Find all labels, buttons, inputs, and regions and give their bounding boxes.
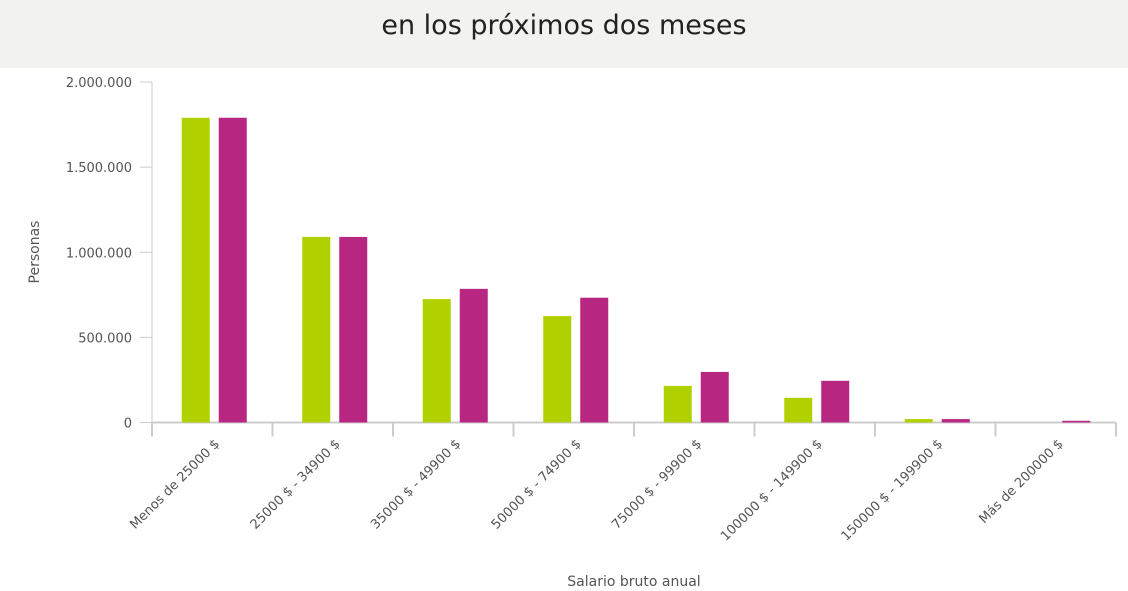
x-tick-label: 150000 $ - 199900 $	[839, 437, 946, 544]
y-tick-label: 1.500.000	[66, 161, 132, 176]
y-tick-label: 500.000	[78, 331, 132, 346]
bar-series-2	[941, 419, 970, 423]
y-tick-label: 0	[124, 417, 132, 432]
x-tick-label: Más de 200000 $	[976, 437, 1066, 527]
x-axis: Menos de 25000 $ 25000 $ - 34900 $35000 $…	[127, 421, 1117, 544]
bar-series-1	[422, 299, 451, 423]
bar-series-1	[904, 419, 933, 423]
x-tick-label: 100000 $ - 149900 $	[718, 437, 825, 544]
y-tick-label: 1.000.000	[66, 246, 132, 261]
bar-series-1	[181, 117, 210, 423]
x-tick-label: 75000 $ - 99900 $	[609, 437, 705, 533]
x-tick-label: 50000 $ - 74900 $	[489, 437, 585, 533]
bar-series-1	[784, 397, 813, 423]
x-tick-label: 25000 $ - 34900 $	[248, 437, 344, 533]
bar-series-2	[700, 371, 729, 423]
bar-series-2	[339, 236, 368, 423]
bar-series-2	[459, 288, 488, 423]
x-tick-label: 35000 $ - 49900 $	[368, 437, 464, 533]
bar-series-2	[218, 117, 247, 423]
y-axis-label: Personas	[27, 221, 43, 284]
bar-series-1	[543, 316, 572, 423]
bar-series-2	[821, 380, 850, 423]
bar-series-1	[663, 385, 692, 423]
x-axis-label: Salario bruto anual	[567, 574, 700, 590]
y-tick-label: 2.000.000	[66, 76, 132, 91]
chart-title: en los próximos dos meses	[381, 10, 747, 41]
bar-series-2	[1062, 420, 1091, 423]
title-bar: en los próximos dos meses	[0, 0, 1128, 68]
bars	[181, 117, 1091, 423]
bar-series-1	[302, 236, 331, 423]
y-axis: 0 500.000 1.000.000 1.500.000 2.000.000	[66, 76, 153, 432]
bar-series-2	[580, 297, 609, 423]
x-tick-label: Menos de 25000 $	[127, 437, 223, 533]
